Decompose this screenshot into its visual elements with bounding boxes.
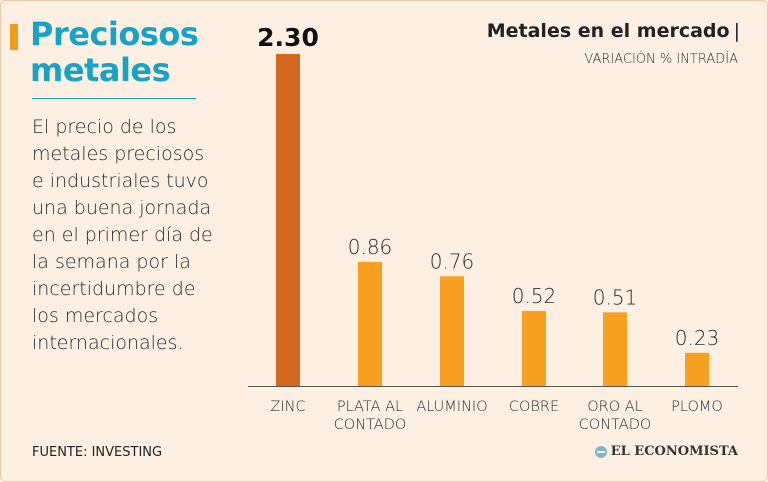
category-label-2-0: ALUMINIO [416, 399, 487, 415]
category-label-3-0: COBRE [509, 399, 559, 415]
category-label-0-0: ZINC [270, 399, 305, 415]
value-label-4: 0.51 [593, 285, 638, 309]
logo-icon [594, 445, 607, 458]
publisher-logo: EL ECONOMISTA [594, 444, 738, 459]
category-label-4-0: ORO AL [587, 399, 643, 415]
logo-text: EL ECONOMISTA [610, 444, 738, 459]
bar-4 [603, 312, 627, 386]
accent-bar [10, 24, 18, 50]
chart-title-text: Metales en el mercado [486, 20, 730, 42]
source-note: FUENTE: INVESTING [32, 445, 163, 460]
value-label-5: 0.23 [675, 326, 720, 350]
headline-line-1: Preciosos [30, 15, 199, 53]
body-text: El precio de los metales preciosos e ind… [32, 116, 213, 354]
category-label-1-1: CONTADO [334, 417, 407, 433]
chart-title-separator: | [733, 20, 740, 42]
headline: Preciosos metales [30, 16, 210, 88]
bar-3 [522, 310, 546, 386]
category-label-1-0: PLATA AL [337, 399, 403, 415]
value-label-3: 0.52 [512, 284, 557, 308]
bar-0 [276, 54, 300, 386]
chart-title: Metales en el mercado | [487, 20, 740, 42]
bar-5 [685, 352, 709, 386]
value-label-1: 0.86 [348, 235, 393, 259]
headline-rule [32, 98, 196, 99]
category-label-5-0: PLOMO [671, 399, 723, 415]
value-label-0: 2.30 [257, 23, 319, 52]
value-label-2: 0.76 [430, 249, 475, 273]
category-label-4-1: CONTADO [579, 417, 652, 433]
headline-line-2: metales [30, 51, 171, 89]
bar-1 [358, 261, 382, 386]
bar-2 [440, 276, 464, 386]
chart-subtitle: VARIACIÓN % INTRADÍA [584, 52, 738, 67]
